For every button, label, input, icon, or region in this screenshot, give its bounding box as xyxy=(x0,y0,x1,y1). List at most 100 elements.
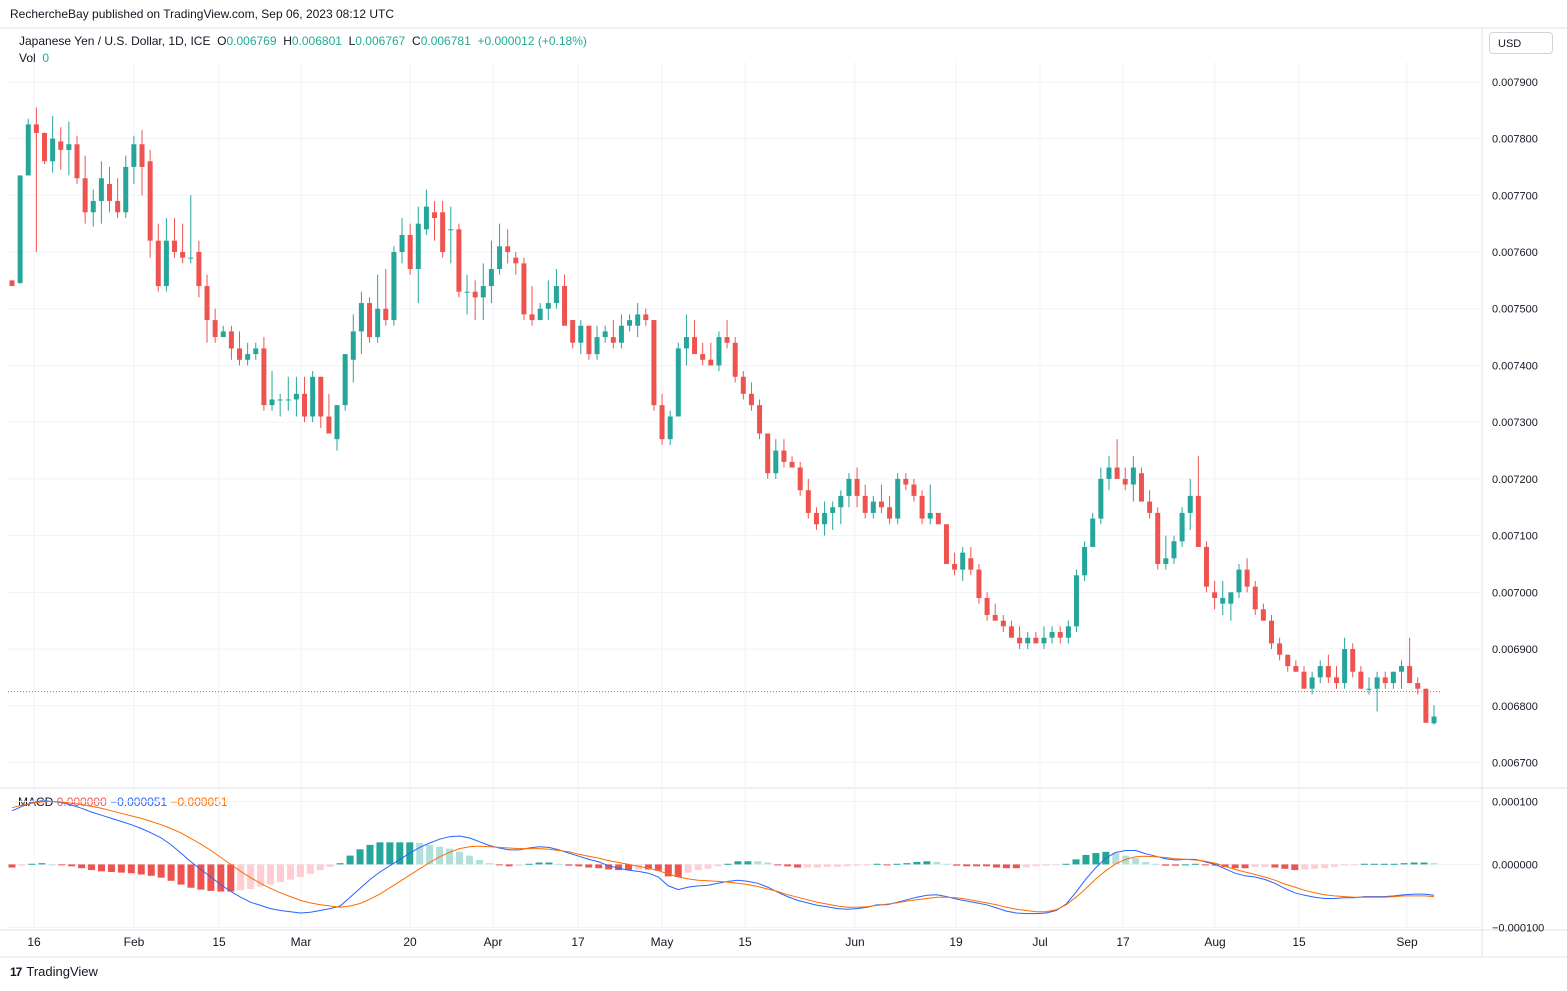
candle-body xyxy=(1098,478,1104,519)
price-tick-label: 0.007100 xyxy=(1492,531,1538,543)
candle-body xyxy=(310,376,316,417)
candle-body xyxy=(277,399,283,401)
macd-histogram-bar xyxy=(316,864,324,871)
candle-body xyxy=(830,507,836,513)
macd-histogram-bar xyxy=(446,848,454,865)
macd-histogram-bar xyxy=(306,864,314,874)
macd-histogram-bar xyxy=(1311,864,1319,869)
candle-body xyxy=(415,223,421,270)
candle-body xyxy=(968,558,974,570)
macd-histogram-bar xyxy=(913,861,921,865)
candle-body xyxy=(204,286,210,321)
candle-body xyxy=(131,144,137,167)
macd-histogram-bar xyxy=(28,863,36,865)
candle-body xyxy=(1317,666,1323,678)
candle-body xyxy=(1293,666,1299,672)
candle-body xyxy=(513,257,519,264)
candle-body xyxy=(196,252,202,287)
candle-body xyxy=(960,552,966,570)
candle-body xyxy=(269,399,275,406)
macd-histogram-bar xyxy=(1122,855,1130,865)
macd-histogram-bar xyxy=(1370,863,1378,865)
macd-histogram-bar xyxy=(1261,864,1269,867)
low-label: L xyxy=(348,34,356,48)
candle-body xyxy=(805,490,811,513)
candle-body xyxy=(1000,620,1006,627)
candle-body xyxy=(1301,671,1307,689)
macd-histogram-bar xyxy=(187,864,195,888)
candle-body xyxy=(488,269,494,287)
candle-body xyxy=(1073,575,1079,627)
candle-body xyxy=(651,320,657,406)
candle-body xyxy=(692,337,698,355)
macd-histogram-bar xyxy=(147,864,155,876)
macd-histogram-bar xyxy=(1062,863,1070,865)
candle-body xyxy=(1033,637,1039,644)
candle-body xyxy=(66,144,72,150)
candle-body xyxy=(1423,688,1429,723)
close-label: C xyxy=(412,34,421,48)
currency-button[interactable]: USD xyxy=(1489,32,1553,54)
time-tick-label: 17 xyxy=(1116,935,1130,949)
macd-histogram-bar xyxy=(833,864,841,867)
macd-histogram-bar xyxy=(1162,864,1170,866)
time-tick-label: Sep xyxy=(1396,935,1418,949)
candle-body xyxy=(172,240,178,253)
candle-body xyxy=(505,246,511,253)
candle-body xyxy=(480,286,486,298)
macd-histogram-bar xyxy=(1291,864,1299,871)
candle-body xyxy=(155,240,161,287)
macd-histogram-bar xyxy=(207,864,215,891)
macd-histogram-bar xyxy=(754,861,762,865)
price-tick-label: 0.007200 xyxy=(1492,474,1538,486)
time-tick-label: Jul xyxy=(1032,935,1047,949)
macd-histogram-bar xyxy=(267,864,275,885)
candle-body xyxy=(618,325,624,343)
candle-body xyxy=(887,507,893,519)
candle-body xyxy=(578,325,584,343)
macd-histogram-bar xyxy=(973,864,981,867)
volume-legend: Vol 0 xyxy=(19,51,49,65)
candle-body xyxy=(391,252,397,321)
candle-body xyxy=(1082,546,1088,576)
change-value: +0.000012 (+0.18%) xyxy=(477,34,587,48)
price-tick-label: 0.007600 xyxy=(1492,247,1538,259)
candle-body xyxy=(147,161,153,241)
macd-hist-value: 0.000000 xyxy=(56,795,107,809)
candle-body xyxy=(667,416,673,440)
macd-histogram-bar xyxy=(1042,864,1050,866)
candle-body xyxy=(1090,518,1096,547)
symbol-title: Japanese Yen / U.S. Dollar, 1D, ICE xyxy=(19,34,211,48)
macd-histogram-bar xyxy=(117,864,125,873)
candle-body xyxy=(789,461,795,468)
time-tick-label: 15 xyxy=(212,935,226,949)
candle-body xyxy=(724,337,730,343)
candle-body xyxy=(862,495,868,513)
macd-histogram-bar xyxy=(336,863,344,865)
candle-body xyxy=(326,416,332,434)
open-label: O xyxy=(217,34,227,48)
candle-body xyxy=(765,433,771,474)
macd-histogram-bar xyxy=(883,864,891,866)
time-tick-label: Aug xyxy=(1204,935,1225,949)
macd-histogram-bar xyxy=(1002,864,1010,869)
time-tick-label: 17 xyxy=(571,935,585,949)
candle-body xyxy=(1244,569,1250,587)
candle-body xyxy=(464,291,470,293)
candle-body xyxy=(33,124,39,133)
candle-body xyxy=(107,183,113,201)
macd-histogram-bar xyxy=(1390,863,1398,865)
macd-histogram-bar xyxy=(485,863,493,865)
candle-body xyxy=(1065,626,1071,638)
macd-histogram-bar xyxy=(654,864,662,871)
candle-body xyxy=(570,320,576,343)
macd-histogram-bar xyxy=(1152,863,1160,865)
macd-histogram-bar xyxy=(694,864,702,871)
tradingview-footer: 17 TradingView xyxy=(10,964,98,979)
macd-tick-label: −0.000100 xyxy=(1492,922,1544,934)
macd-histogram-bar xyxy=(1360,863,1368,865)
candle-body xyxy=(757,405,763,434)
candle-body xyxy=(383,308,389,321)
macd-histogram-bar xyxy=(674,864,682,878)
